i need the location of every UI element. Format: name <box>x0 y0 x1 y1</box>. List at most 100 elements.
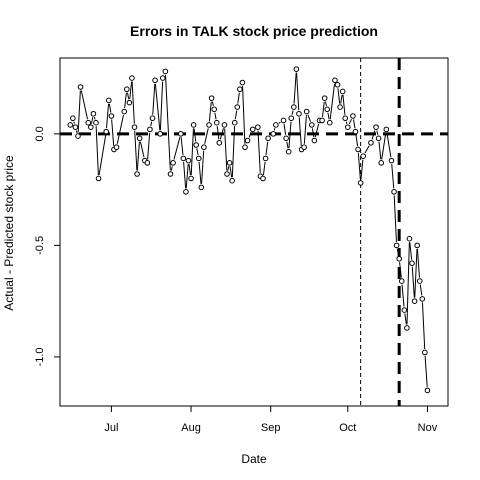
series-segment <box>348 118 352 125</box>
data-point <box>416 278 423 284</box>
data-point <box>131 124 138 130</box>
data-point <box>75 133 81 139</box>
series-segment <box>126 92 130 100</box>
data-point <box>303 108 310 115</box>
series-segment <box>170 166 173 171</box>
y-tick-label: 0.0 <box>34 126 46 141</box>
data-point <box>311 137 318 144</box>
y-axis-label: Actual - Predicted stock price <box>2 155 16 311</box>
data-point <box>103 128 110 135</box>
series-segment <box>188 164 192 176</box>
series-segment <box>273 128 276 131</box>
data-point <box>283 135 289 142</box>
x-tick-label: Oct <box>339 422 356 434</box>
data-point <box>67 122 74 128</box>
series-segment <box>360 159 364 180</box>
data-point <box>291 104 297 110</box>
series-segment <box>91 117 94 124</box>
series-segment <box>353 119 356 129</box>
data-point <box>255 124 261 130</box>
data-point <box>129 75 135 81</box>
x-tick-label: Nov <box>418 422 438 434</box>
data-point <box>159 75 166 81</box>
series-segment <box>257 130 261 173</box>
data-point <box>309 122 315 128</box>
series-segment <box>409 242 413 260</box>
series-segment <box>404 313 407 325</box>
series-segment <box>314 123 320 138</box>
series-segment <box>152 83 156 115</box>
data-point <box>183 189 189 195</box>
data-point <box>208 95 215 101</box>
series-segment <box>98 134 107 176</box>
data-point <box>162 68 169 75</box>
data-point <box>301 144 307 151</box>
series-segment <box>303 114 307 144</box>
series-segment <box>208 101 212 122</box>
data-point <box>260 175 266 182</box>
data-point <box>396 255 402 262</box>
series-segment <box>414 248 418 298</box>
plot-area: Jul Aug Sep Oct Nov -1.0 -0.5 0.0 <box>34 57 449 434</box>
data-point <box>85 119 92 126</box>
data-point <box>339 88 346 95</box>
data-point <box>239 79 246 86</box>
series-segment <box>342 94 346 115</box>
data-point <box>398 278 405 284</box>
series-segment <box>296 72 300 111</box>
series-segment <box>111 119 115 147</box>
y-tick-label: -0.5 <box>34 236 46 255</box>
series-segment <box>129 81 133 100</box>
data-point <box>273 122 279 128</box>
series-segment <box>401 284 405 307</box>
series-segment <box>327 112 330 120</box>
series-segment <box>265 141 269 155</box>
series-segment <box>386 132 392 158</box>
data-point <box>90 110 97 117</box>
series-segment <box>196 148 199 156</box>
data-point <box>126 99 133 106</box>
series-segment <box>288 121 292 149</box>
data-point <box>193 142 199 148</box>
data-point <box>177 131 184 137</box>
series-segment <box>136 141 140 171</box>
chart-title: Errors in TALK stock price prediction <box>130 23 378 39</box>
data-point <box>95 175 102 182</box>
data-point <box>337 104 343 110</box>
series-segment <box>80 90 89 120</box>
series-segment <box>376 130 379 136</box>
data-point <box>401 307 408 313</box>
data-point <box>332 77 338 84</box>
data-point <box>88 124 94 130</box>
series-segment <box>193 128 197 142</box>
data-point <box>327 119 333 126</box>
series-segment <box>139 141 145 158</box>
series-segment <box>134 130 138 171</box>
data-point <box>188 175 194 182</box>
data-point <box>206 122 212 128</box>
data-point <box>373 124 379 130</box>
data-point <box>406 235 413 242</box>
data-point <box>226 160 233 166</box>
series-segment <box>416 248 420 278</box>
x-tick-label: Sep <box>261 422 281 434</box>
series-segment <box>237 92 240 104</box>
series-segment <box>345 121 348 124</box>
x-tick-label: Aug <box>181 422 201 434</box>
series-segment <box>421 302 426 349</box>
data-point <box>350 113 356 119</box>
series-segment <box>198 161 202 184</box>
data-point <box>180 155 187 162</box>
series-segment <box>165 74 171 171</box>
data-point <box>185 157 192 164</box>
series-segment <box>293 72 297 104</box>
data-point <box>355 146 361 153</box>
series-segment <box>406 242 410 325</box>
data-point <box>383 126 390 133</box>
data-point <box>124 86 130 93</box>
data-point <box>378 160 384 166</box>
data-point <box>334 81 341 88</box>
data-point <box>221 122 228 128</box>
data-point <box>147 126 153 133</box>
series-segment <box>204 128 209 144</box>
